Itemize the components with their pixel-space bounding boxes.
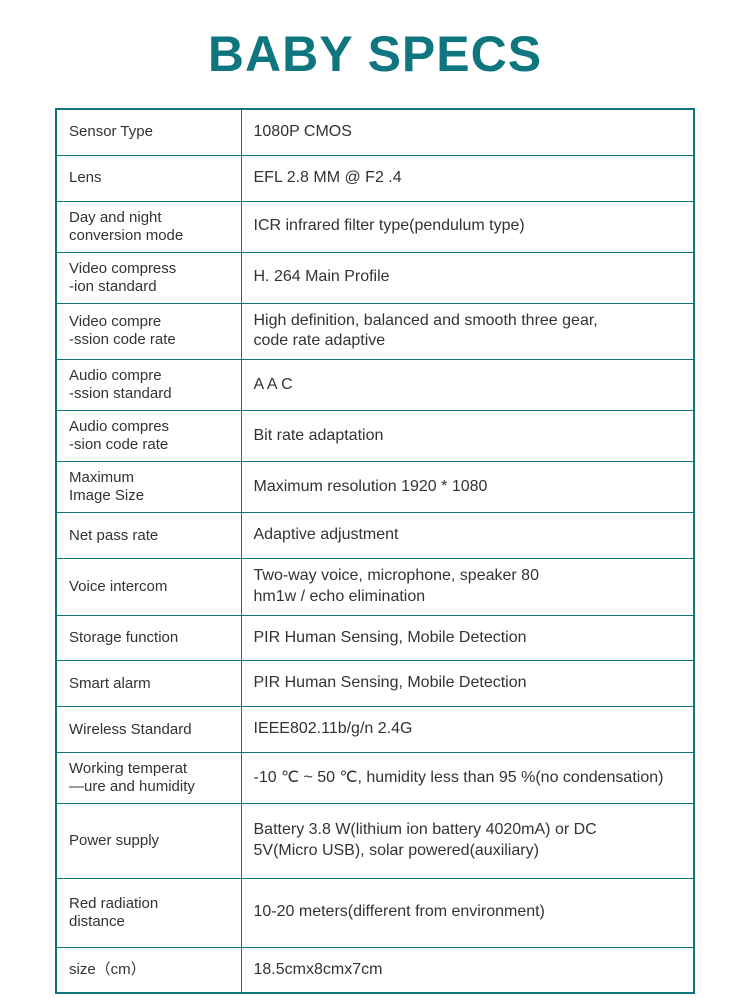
spec-value: Two-way voice, microphone, speaker 80 hm…	[241, 558, 694, 615]
table-row: Power supplyBattery 3.8 W(lithium ion ba…	[56, 803, 694, 878]
spec-label: Wireless Standard	[56, 707, 241, 753]
table-row: Audio compres -sion code rateBit rate ad…	[56, 411, 694, 462]
table-row: Sensor Type1080P CMOS	[56, 109, 694, 155]
table-row: Red radiation distance10-20 meters(diffe…	[56, 878, 694, 947]
table-row: Video compre -ssion code rateHigh defini…	[56, 303, 694, 360]
specs-table: Sensor Type1080P CMOSLensEFL 2.8 MM @ F2…	[55, 108, 695, 994]
spec-label: Sensor Type	[56, 109, 241, 155]
spec-value: 1080P CMOS	[241, 109, 694, 155]
spec-value: PIR Human Sensing, Mobile Detection	[241, 615, 694, 661]
spec-value: Maximum resolution 1920 * 1080	[241, 462, 694, 513]
table-row: Net pass rate Adaptive adjustment	[56, 513, 694, 559]
spec-value: 18.5cmx8cmx7cm	[241, 947, 694, 993]
table-row: Day and night conversion modeICR infrare…	[56, 201, 694, 252]
specs-table-body: Sensor Type1080P CMOSLensEFL 2.8 MM @ F2…	[56, 109, 694, 993]
spec-label: Smart alarm	[56, 661, 241, 707]
table-row: Smart alarmPIR Human Sensing, Mobile Det…	[56, 661, 694, 707]
spec-label: Day and night conversion mode	[56, 201, 241, 252]
spec-label: Working temperat —ure and humidity	[56, 752, 241, 803]
spec-value: PIR Human Sensing, Mobile Detection	[241, 661, 694, 707]
spec-value: EFL 2.8 MM @ F2 .4	[241, 155, 694, 201]
spec-value: ICR infrared filter type(pendulum type)	[241, 201, 694, 252]
spec-value: H. 264 Main Profile	[241, 252, 694, 303]
spec-value: Battery 3.8 W(lithium ion battery 4020mA…	[241, 803, 694, 878]
table-row: Maximum Image SizeMaximum resolution 192…	[56, 462, 694, 513]
spec-label: Audio compres -sion code rate	[56, 411, 241, 462]
spec-value: -10 ℃ ~ 50 ℃, humidity less than 95 %(no…	[241, 752, 694, 803]
spec-label: Power supply	[56, 803, 241, 878]
page-title: BABY SPECS	[208, 25, 542, 83]
table-row: Storage function PIR Human Sensing, Mobi…	[56, 615, 694, 661]
spec-label: size（cm）	[56, 947, 241, 993]
spec-label: Audio compre -ssion standard	[56, 360, 241, 411]
spec-label: Voice intercom	[56, 558, 241, 615]
spec-label: Video compress -ion standard	[56, 252, 241, 303]
table-row: size（cm）18.5cmx8cmx7cm	[56, 947, 694, 993]
spec-value: High definition, balanced and smooth thr…	[241, 303, 694, 360]
table-row: LensEFL 2.8 MM @ F2 .4	[56, 155, 694, 201]
spec-label: Red radiation distance	[56, 878, 241, 947]
spec-value: 10-20 meters(different from environment)	[241, 878, 694, 947]
spec-label: Net pass rate	[56, 513, 241, 559]
table-row: Voice intercomTwo-way voice, microphone,…	[56, 558, 694, 615]
spec-label: Maximum Image Size	[56, 462, 241, 513]
spec-value: Bit rate adaptation	[241, 411, 694, 462]
spec-label: Storage function	[56, 615, 241, 661]
spec-value: A A C	[241, 360, 694, 411]
table-row: Video compress -ion standardH. 264 Main …	[56, 252, 694, 303]
spec-label: Lens	[56, 155, 241, 201]
spec-label: Video compre -ssion code rate	[56, 303, 241, 360]
table-row: Audio compre -ssion standard A A C	[56, 360, 694, 411]
table-row: Wireless Standard IEEE802.11b/g/n 2.4G	[56, 707, 694, 753]
spec-value: Adaptive adjustment	[241, 513, 694, 559]
table-row: Working temperat —ure and humidity-10 ℃ …	[56, 752, 694, 803]
spec-value: IEEE802.11b/g/n 2.4G	[241, 707, 694, 753]
